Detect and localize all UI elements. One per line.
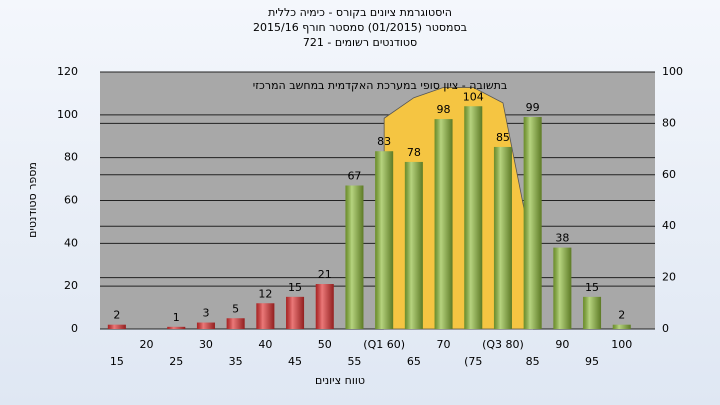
value-label: 83 xyxy=(377,135,391,148)
x-tick-label: 15 xyxy=(110,355,124,368)
y-tick-label: 40 xyxy=(64,236,78,249)
bar-shade xyxy=(434,119,453,329)
bar-shade xyxy=(553,247,572,329)
x-tick-label: (Q1 60) xyxy=(363,338,405,351)
x-tick-label: 50 xyxy=(318,338,332,351)
y-tick-label: 0 xyxy=(71,322,78,335)
bar-shade xyxy=(345,185,364,329)
y-tick-label: 80 xyxy=(64,151,78,164)
value-label: 12 xyxy=(258,287,272,300)
bar-shade xyxy=(404,161,423,329)
x-tick-label: 85 xyxy=(526,355,540,368)
bar-shade xyxy=(167,326,186,329)
x-tick-label: (Q3 80) xyxy=(482,338,524,351)
x-tick-label: 40 xyxy=(258,338,272,351)
y2-tick-label: 40 xyxy=(662,219,676,232)
bar-shade xyxy=(612,324,631,329)
value-label: 2 xyxy=(113,309,120,322)
x-tick-label: 70 xyxy=(437,338,451,351)
y-tick-label: 100 xyxy=(57,108,78,121)
value-label: 67 xyxy=(347,170,361,183)
y-axis-title: מספר סטודנטים xyxy=(26,162,39,238)
y-tick-label: 20 xyxy=(64,279,78,292)
bar-shade xyxy=(523,116,542,329)
bar-shade xyxy=(464,106,483,330)
x-tick-label: 20 xyxy=(140,338,154,351)
bar-shade xyxy=(226,318,245,329)
x-tick-label: 95 xyxy=(585,355,599,368)
value-label: 99 xyxy=(526,101,540,114)
x-axis-title: טווח ציונים xyxy=(315,374,365,387)
y2-tick-label: 100 xyxy=(662,65,683,78)
value-label: 3 xyxy=(202,307,209,320)
y-tick-label: 60 xyxy=(64,194,78,207)
bar-shade xyxy=(583,296,602,329)
value-label: 15 xyxy=(585,281,599,294)
value-label: 21 xyxy=(318,268,332,281)
title-line: בסמסטר (01/2015) סמסטר חורף 2015/16 xyxy=(253,21,467,34)
x-tick-label: 90 xyxy=(555,338,569,351)
value-label: 85 xyxy=(496,131,510,144)
bar-shade xyxy=(256,303,275,329)
x-tick-label: (75 xyxy=(464,355,482,368)
x-tick-label: 65 xyxy=(407,355,421,368)
value-label: 15 xyxy=(288,281,302,294)
y2-tick-label: 20 xyxy=(662,271,676,284)
bar-shade xyxy=(196,322,215,329)
title-line: סטודנטים רשומים - 721 xyxy=(303,36,417,49)
y2-tick-label: 60 xyxy=(662,168,676,181)
value-label: 78 xyxy=(407,146,421,159)
value-label: 5 xyxy=(232,302,239,315)
bar-shade xyxy=(315,284,334,329)
x-tick-label: 100 xyxy=(611,338,632,351)
x-tick-label: 30 xyxy=(199,338,213,351)
y-tick-label: 120 xyxy=(57,65,78,78)
y2-tick-label: 0 xyxy=(662,322,669,335)
value-label: 2 xyxy=(618,309,625,322)
y2-tick-label: 80 xyxy=(662,116,676,129)
x-tick-label: 55 xyxy=(347,355,361,368)
value-label: 104 xyxy=(463,90,484,103)
bar-shade xyxy=(107,324,126,329)
value-label: 98 xyxy=(437,103,451,116)
bar-shade xyxy=(286,296,305,329)
title-line: היסטוגרמת ציונים בקורס - כימיה כללית xyxy=(268,6,452,19)
value-label: 38 xyxy=(555,232,569,245)
x-tick-label: 45 xyxy=(288,355,302,368)
value-label: 1 xyxy=(173,311,180,324)
bar-shade xyxy=(493,146,512,329)
annotation: בתשובה - ציון סופי במערכת האקדמית במחשב … xyxy=(253,79,507,92)
x-tick-label: 25 xyxy=(169,355,183,368)
bar-shade xyxy=(375,151,394,329)
x-tick-label: 35 xyxy=(229,355,243,368)
